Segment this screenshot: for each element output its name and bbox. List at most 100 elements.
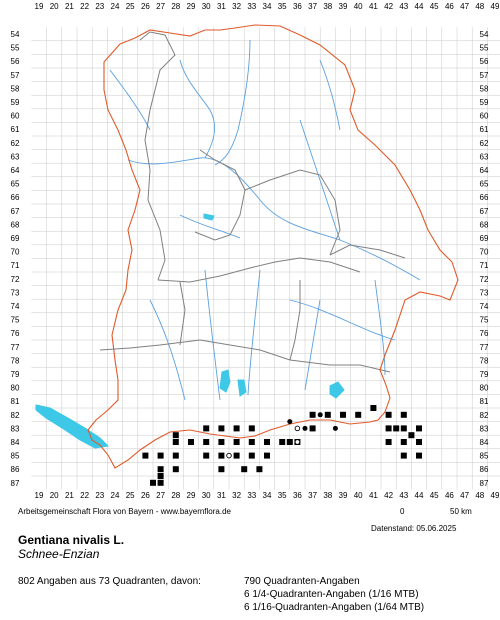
district-border-2 — [157, 257, 361, 283]
y-tick-label: 76 — [480, 329, 489, 338]
x-tick-label: 37 — [308, 2, 317, 11]
x-tick-label: 48 — [475, 2, 484, 11]
y-tick-label: 83 — [480, 424, 489, 433]
record-quadrant — [142, 452, 149, 459]
district-border-5 — [99, 339, 391, 373]
record-quadrant — [203, 439, 210, 445]
x-tick-label: 32 — [232, 491, 241, 500]
x-tick-label: 36 — [293, 491, 302, 500]
y-tick-label: 77 — [11, 343, 20, 352]
x-tick-label: 33 — [247, 2, 256, 11]
x-tick-label: 38 — [323, 2, 332, 11]
y-tick-label: 70 — [480, 248, 489, 257]
x-tick-label: 37 — [308, 491, 317, 500]
record-quarter-quadrant — [317, 412, 323, 418]
y-tick-label: 57 — [11, 71, 20, 80]
y-tick-label: 73 — [11, 288, 20, 297]
y-tick-label: 60 — [480, 112, 489, 121]
x-tick-label: 34 — [263, 491, 272, 500]
rivers — [109, 39, 421, 401]
y-tick-label: 80 — [11, 384, 20, 393]
record-quarter-quadrant — [332, 425, 338, 431]
district-border-3 — [194, 149, 246, 241]
record-quadrant — [309, 425, 316, 432]
y-tick-label: 82 — [11, 411, 20, 420]
record-quadrant — [150, 479, 156, 486]
x-tick-label: 27 — [156, 2, 165, 11]
x-tick-label: 31 — [217, 491, 226, 500]
y-tick-label: 64 — [480, 166, 489, 175]
x-tick-label: 20 — [50, 491, 59, 500]
river-tributary-7 — [374, 279, 386, 376]
record-quadrant — [286, 439, 293, 445]
x-tick-label: 21 — [65, 491, 74, 500]
record-quadrant — [157, 479, 164, 486]
x-tick-label: 29 — [187, 2, 196, 11]
district-border-8 — [329, 244, 406, 259]
y-tick-label: 65 — [11, 180, 20, 189]
y-tick-label: 65 — [480, 180, 489, 189]
y-tick-label: 73 — [480, 288, 489, 297]
y-tick-label: 54 — [480, 30, 489, 39]
record-quarter-quadrant — [287, 419, 293, 425]
y-tick-label: 66 — [480, 193, 489, 202]
x-tick-label: 24 — [111, 491, 120, 500]
y-tick-label: 74 — [480, 302, 489, 311]
y-tick-label: 67 — [480, 207, 489, 216]
record-quadrant — [218, 452, 225, 459]
x-tick-label: 22 — [80, 491, 89, 500]
x-tick-label: 30 — [202, 2, 211, 11]
y-tick-label: 79 — [480, 370, 489, 379]
x-tick-label: 44 — [415, 491, 424, 500]
x-tick-label: 22 — [80, 2, 89, 11]
record-quadrant — [157, 466, 164, 473]
x-tick-label: 39 — [339, 491, 348, 500]
distribution-map: 19 20 21 22 23 24 25 26 27 28 29 30 31 32 33 34 35 36 37 38… — [11, 2, 500, 500]
records-quadrant-count: 790 Quadranten-Angaben — [244, 576, 360, 587]
river-tributary-2 — [299, 119, 341, 241]
y-tick-label: 72 — [11, 275, 20, 284]
y-tick-label: 58 — [480, 84, 489, 93]
record-quadrant — [370, 405, 377, 411]
x-tick-label: 46 — [445, 2, 454, 11]
y-tick-label: 84 — [11, 438, 20, 447]
x-tick-label: 35 — [278, 491, 287, 500]
record-quadrant — [264, 439, 270, 445]
y-tick-label: 84 — [480, 438, 489, 447]
record-quadrant — [340, 411, 346, 418]
district-border-7 — [289, 280, 301, 361]
record-quadrant — [408, 432, 415, 439]
species-common-name: Schnee-Enzian — [18, 547, 100, 561]
x-tick-label: 42 — [384, 491, 393, 500]
river-main — [127, 157, 421, 281]
river-tributary-4 — [204, 269, 221, 401]
y-tick-label: 62 — [480, 139, 489, 148]
y-tick-label: 71 — [480, 261, 489, 270]
record-quadrant — [233, 439, 240, 445]
record-quadrant — [279, 439, 286, 445]
x-tick-label: 19 — [35, 2, 44, 11]
x-tick-label: 45 — [430, 2, 439, 11]
grid-lines — [31, 27, 500, 490]
y-tick-label: 80 — [480, 384, 489, 393]
record-quadrant — [400, 411, 407, 418]
y-tick-label: 61 — [480, 125, 489, 134]
x-tick-label: 26 — [141, 2, 150, 11]
records-quarter-count: 6 1/4-Quadranten-Angaben (1/16 MTB) — [244, 589, 419, 600]
record-quadrant — [218, 466, 225, 473]
y-tick-label: 61 — [11, 125, 20, 134]
record-quadrant — [172, 466, 179, 473]
distribution-records — [142, 405, 422, 486]
x-tick-label: 45 — [430, 491, 439, 500]
record-quadrant — [172, 439, 179, 445]
y-tick-label: 74 — [11, 302, 20, 311]
x-tick-label: 44 — [415, 2, 424, 11]
x-tick-label: 40 — [354, 491, 363, 500]
x-tick-label: 20 — [50, 2, 59, 11]
y-tick-label: 56 — [11, 57, 20, 66]
x-tick-label: 32 — [232, 2, 241, 11]
x-tick-label: 27 — [156, 491, 165, 500]
record-quadrant — [248, 452, 255, 459]
y-tick-label: 72 — [480, 275, 489, 284]
y-tick-label: 77 — [480, 343, 489, 352]
